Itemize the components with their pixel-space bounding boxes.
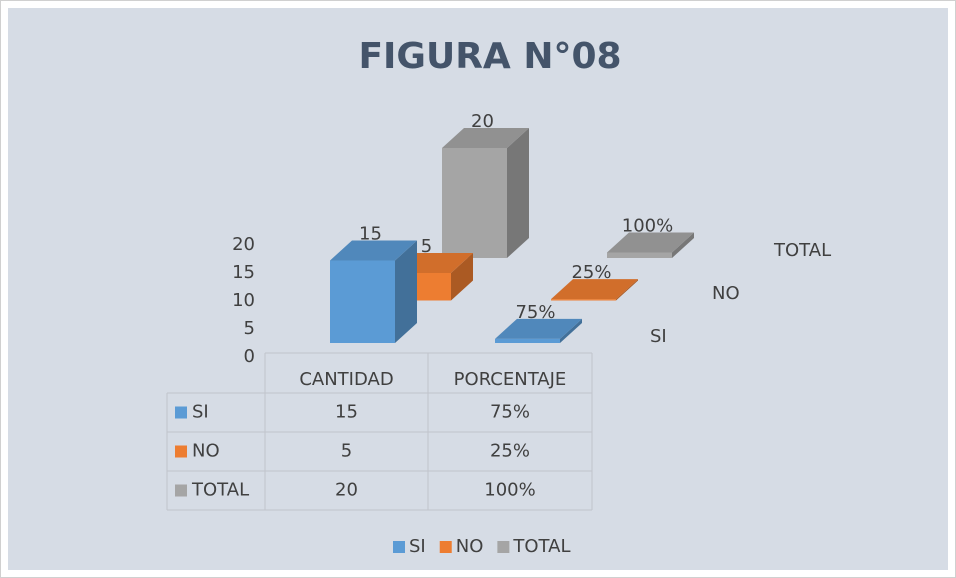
- chart-title: FIGURA N°08: [358, 36, 621, 77]
- bar: [607, 232, 694, 258]
- data-label: 15: [359, 224, 382, 245]
- legend-key: [497, 541, 510, 553]
- y-tick-label: 15: [232, 262, 255, 283]
- bar-face: [442, 148, 507, 258]
- table-legend-key: [175, 484, 187, 497]
- table-row-label: TOTAL: [191, 480, 249, 501]
- bar-face: [330, 260, 395, 343]
- depth-axis-label: SI: [650, 326, 667, 347]
- bar: [442, 128, 529, 258]
- depth-axis-label: NO: [712, 283, 740, 304]
- table-legend-key: [175, 445, 187, 458]
- legend-key: [439, 541, 452, 553]
- bar-face: [330, 240, 417, 261]
- bar: [495, 318, 582, 343]
- table-cell: 15: [335, 402, 358, 423]
- bar-face: [672, 232, 694, 258]
- bar-face: [395, 240, 417, 343]
- bar-face: [551, 279, 638, 300]
- bar-face: [616, 279, 638, 301]
- bar-face: [607, 232, 694, 253]
- data-label: 5: [421, 236, 432, 257]
- bar-face: [451, 253, 473, 301]
- table-header: CANTIDAD: [299, 369, 393, 390]
- data-label: 20: [471, 111, 494, 132]
- y-tick-label: 5: [244, 318, 255, 339]
- table-legend-key: [175, 406, 187, 419]
- table-row-label: NO: [192, 441, 220, 462]
- bar-face: [442, 128, 529, 148]
- bar: [551, 279, 638, 301]
- legend-label: TOTAL: [512, 536, 570, 557]
- table-cell: 25%: [490, 441, 530, 462]
- data-label: 100%: [622, 216, 673, 237]
- table-cell: 20: [335, 480, 358, 501]
- bar-face: [495, 318, 582, 339]
- bar-face: [607, 252, 672, 258]
- table-cell: 100%: [484, 480, 535, 501]
- bar-face: [560, 318, 582, 343]
- y-tick-label: 0: [244, 346, 255, 367]
- table-header: PORCENTAJE: [454, 369, 567, 390]
- data-label: 75%: [515, 302, 555, 323]
- table-row-label: SI: [192, 402, 209, 423]
- table-cell: 75%: [490, 402, 530, 423]
- data-label: 25%: [571, 262, 611, 283]
- bar-face: [495, 338, 560, 343]
- chart-area: [8, 8, 948, 570]
- legend-label: NO: [456, 536, 484, 557]
- y-tick-label: 10: [232, 290, 255, 311]
- bar-face: [507, 128, 529, 258]
- bar: [330, 240, 417, 343]
- legend-key: [393, 541, 405, 553]
- depth-axis-label: TOTAL: [773, 240, 831, 261]
- bar-face: [551, 299, 616, 301]
- table-cell: 5: [341, 441, 352, 462]
- legend-label: SI: [409, 536, 426, 557]
- y-tick-label: 20: [232, 234, 255, 255]
